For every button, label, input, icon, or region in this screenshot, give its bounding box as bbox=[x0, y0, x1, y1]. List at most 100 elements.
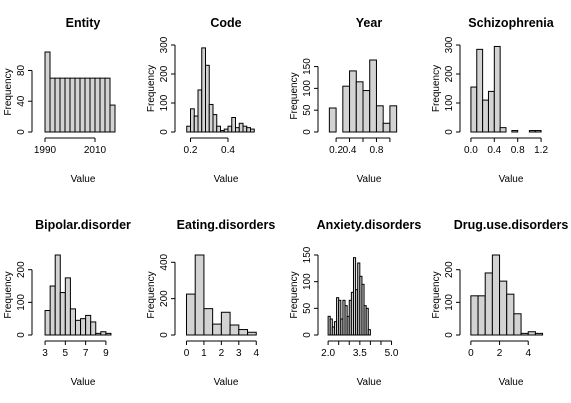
y-tick-label: 200 bbox=[159, 65, 170, 82]
histogram-bar bbox=[250, 128, 255, 133]
histogram-bar bbox=[484, 272, 493, 336]
panel-title: Schizophrenia bbox=[468, 16, 554, 30]
histogram-bar bbox=[238, 122, 244, 133]
histogram-bar bbox=[487, 90, 495, 133]
x-axis-label: Value bbox=[71, 377, 96, 388]
histogram-bar bbox=[534, 130, 542, 133]
histogram-bar bbox=[511, 130, 519, 133]
histogram-bar bbox=[69, 77, 76, 133]
histogram-bar bbox=[104, 77, 111, 133]
histogram-bar bbox=[513, 313, 522, 336]
y-tick-label: 300 bbox=[444, 36, 455, 53]
x-tick-label: 5 bbox=[63, 348, 69, 359]
x-axis-label: Value bbox=[357, 174, 382, 185]
x-axis-label: Value bbox=[499, 174, 524, 185]
x-tick-label: 7 bbox=[83, 348, 89, 359]
y-tick-label: 0 bbox=[302, 129, 313, 135]
histogram-bar bbox=[59, 292, 66, 336]
histogram-bar bbox=[527, 331, 536, 336]
histogram-bar bbox=[528, 130, 536, 133]
histogram-bar bbox=[342, 85, 351, 133]
histogram-bar bbox=[69, 308, 76, 336]
histogram-bar bbox=[193, 115, 199, 133]
histogram-bar bbox=[44, 51, 51, 133]
x-tick-label: 3 bbox=[42, 348, 48, 359]
histogram-bar bbox=[520, 332, 529, 336]
x-axis-label: Value bbox=[214, 377, 239, 388]
histogram-bar bbox=[80, 318, 87, 336]
y-axis-label: Frequency bbox=[3, 271, 14, 318]
y-axis-label: Frequency bbox=[3, 68, 14, 115]
histogram-bar bbox=[355, 81, 364, 133]
x-tick-label: 2010 bbox=[84, 145, 107, 156]
histogram-bar bbox=[203, 308, 214, 336]
histogram-bar bbox=[242, 125, 248, 133]
x-tick-label: 1 bbox=[201, 348, 207, 359]
y-tick-label: 200 bbox=[159, 290, 170, 307]
histogram-bar bbox=[362, 90, 371, 133]
y-tick-label: 0 bbox=[444, 332, 455, 338]
histogram-bar bbox=[94, 77, 101, 133]
x-tick-label: 2.0 bbox=[321, 348, 335, 359]
y-tick-label: 100 bbox=[16, 294, 27, 311]
histogram-bar bbox=[235, 127, 240, 133]
histogram-bar bbox=[476, 48, 484, 133]
panel-title: Anxiety.disorders bbox=[317, 218, 422, 232]
y-tick-label: 400 bbox=[159, 253, 170, 270]
histogram-bar bbox=[389, 105, 398, 133]
histogram-bar bbox=[74, 319, 82, 336]
y-tick-label: 0 bbox=[159, 332, 170, 338]
histogram-bar bbox=[197, 89, 203, 133]
histogram-bar bbox=[506, 293, 515, 336]
histogram-bar bbox=[220, 130, 225, 133]
y-tick-label: 0 bbox=[16, 332, 27, 338]
histogram-bar bbox=[477, 295, 486, 336]
histogram-bar bbox=[54, 254, 61, 336]
histogram-bar bbox=[190, 108, 195, 133]
histogram-bar bbox=[186, 125, 191, 133]
histogram-bar bbox=[216, 125, 221, 133]
histogram-bar bbox=[99, 77, 106, 133]
histogram-bar bbox=[470, 86, 478, 133]
histogram-bar bbox=[89, 77, 96, 133]
histogram-bar bbox=[95, 332, 102, 336]
x-tick-label: 3 bbox=[236, 348, 242, 359]
histogram-bar bbox=[205, 64, 210, 133]
histogram-bar bbox=[493, 45, 501, 133]
y-axis-label: Frequency bbox=[146, 271, 157, 318]
x-tick-label: 2 bbox=[497, 348, 503, 359]
histogram-bar bbox=[208, 103, 214, 133]
x-tick-label: 1990 bbox=[34, 145, 57, 156]
y-tick-label: 200 bbox=[444, 65, 455, 82]
histogram-bar bbox=[247, 331, 257, 336]
histogram-bar bbox=[470, 295, 479, 336]
y-axis-label: Frequency bbox=[289, 72, 300, 119]
panel-title: Entity bbox=[66, 16, 101, 30]
histogram-bar bbox=[194, 254, 205, 336]
histogram-bar bbox=[382, 122, 391, 133]
histogram-panel: Entity 0 40 80 1990 2010 Value Frequency bbox=[3, 16, 116, 185]
histogram-bar bbox=[84, 77, 91, 133]
x-tick-label: 0 bbox=[468, 348, 474, 359]
histogram-bar bbox=[79, 77, 86, 133]
histogram-bar bbox=[338, 299, 342, 336]
y-tick-label: 150 bbox=[302, 246, 313, 263]
y-tick-label: 200 bbox=[16, 261, 27, 278]
histogram-bar bbox=[499, 127, 507, 133]
y-tick-label: 80 bbox=[16, 64, 27, 76]
x-tick-label: 0.8 bbox=[370, 145, 384, 156]
histogram-bar bbox=[212, 323, 222, 336]
histogram-bar bbox=[212, 114, 218, 133]
histogram-bar bbox=[246, 127, 251, 133]
x-axis-label: Value bbox=[71, 174, 96, 185]
histogram-bar bbox=[54, 77, 61, 133]
y-axis-label: Frequency bbox=[431, 271, 442, 318]
y-axis-label: Frequency bbox=[146, 65, 157, 112]
y-axis-label: Frequency bbox=[431, 65, 442, 112]
y-tick-label: 100 bbox=[302, 273, 313, 290]
histogram-bar bbox=[185, 293, 196, 336]
y-tick-label: 150 bbox=[302, 58, 313, 75]
y-tick-label: 100 bbox=[444, 94, 455, 111]
histogram-bar bbox=[74, 77, 81, 133]
